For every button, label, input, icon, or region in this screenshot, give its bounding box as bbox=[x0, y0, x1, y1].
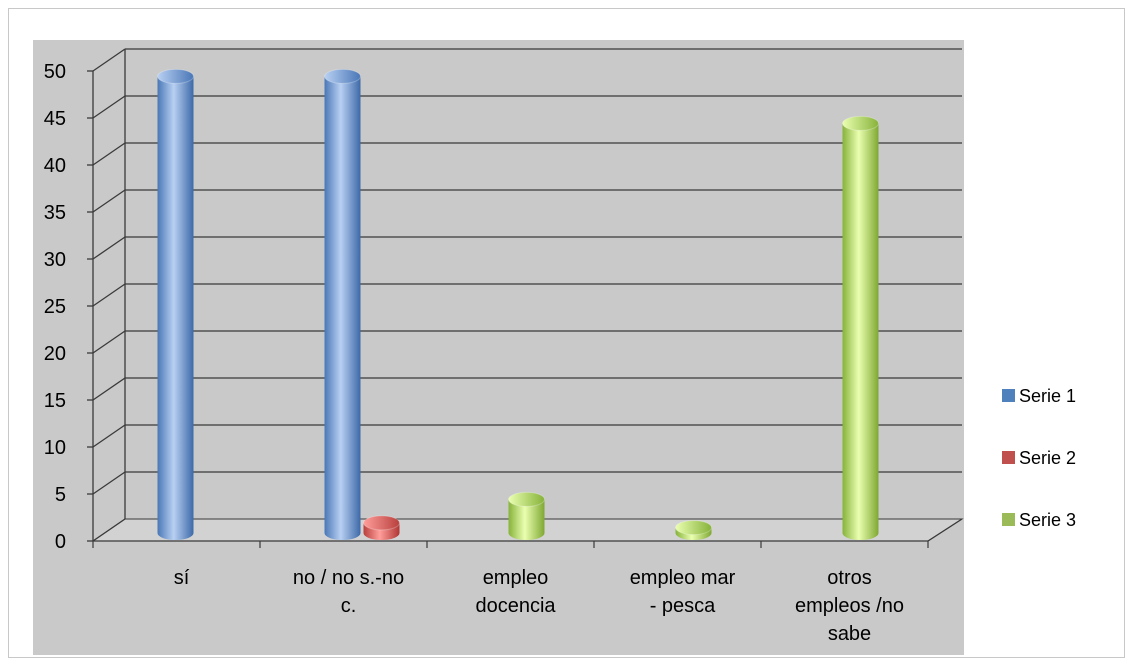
y-tick-label: 40 bbox=[44, 155, 66, 177]
y-tick-label: 5 bbox=[55, 484, 66, 506]
gridline bbox=[87, 142, 962, 166]
y-tick-label: 15 bbox=[44, 390, 66, 412]
legend-label: Serie 2 bbox=[1019, 448, 1076, 468]
y-tick-label: 35 bbox=[44, 202, 66, 224]
legend-label: Serie 1 bbox=[1019, 386, 1076, 406]
y-tick-label: 45 bbox=[44, 108, 66, 130]
bar bbox=[675, 520, 712, 540]
legend-label: Serie 3 bbox=[1019, 510, 1076, 530]
gridline bbox=[87, 95, 962, 119]
gridline bbox=[87, 471, 962, 495]
x-category-label: sí bbox=[174, 567, 190, 589]
bar bbox=[363, 515, 400, 540]
y-tick-label: 25 bbox=[44, 296, 66, 318]
y-tick-label: 10 bbox=[44, 437, 66, 459]
gridline bbox=[87, 424, 962, 448]
bar bbox=[324, 68, 361, 541]
gridline bbox=[87, 189, 962, 213]
legend-swatch bbox=[1002, 389, 1015, 402]
bar bbox=[508, 491, 545, 540]
gridline bbox=[87, 48, 962, 72]
x-category-label: otros empleos /no sabe bbox=[795, 567, 904, 645]
legend-item: Serie 2 bbox=[1002, 448, 1076, 468]
gridline bbox=[87, 236, 962, 260]
x-category-label: empleo docencia bbox=[475, 567, 556, 617]
legend-item: Serie 3 bbox=[1002, 510, 1076, 530]
x-category-label: no / no s.-no c. bbox=[293, 567, 404, 617]
bar bbox=[157, 68, 194, 541]
gridline bbox=[87, 377, 962, 401]
bar bbox=[842, 115, 879, 541]
x-category-label: empleo mar - pesca bbox=[630, 567, 736, 617]
y-tick-label: 0 bbox=[55, 531, 66, 553]
y-tick-label: 20 bbox=[44, 343, 66, 365]
legend-swatch bbox=[1002, 451, 1015, 464]
gridline bbox=[87, 283, 962, 307]
y-tick-label: 30 bbox=[44, 249, 66, 271]
gridline bbox=[87, 330, 962, 354]
legend-swatch bbox=[1002, 513, 1015, 526]
gridline bbox=[87, 518, 126, 542]
floor-right-edge bbox=[927, 518, 963, 542]
y-tick-label: 50 bbox=[44, 61, 66, 83]
legend-item: Serie 1 bbox=[1002, 386, 1076, 406]
